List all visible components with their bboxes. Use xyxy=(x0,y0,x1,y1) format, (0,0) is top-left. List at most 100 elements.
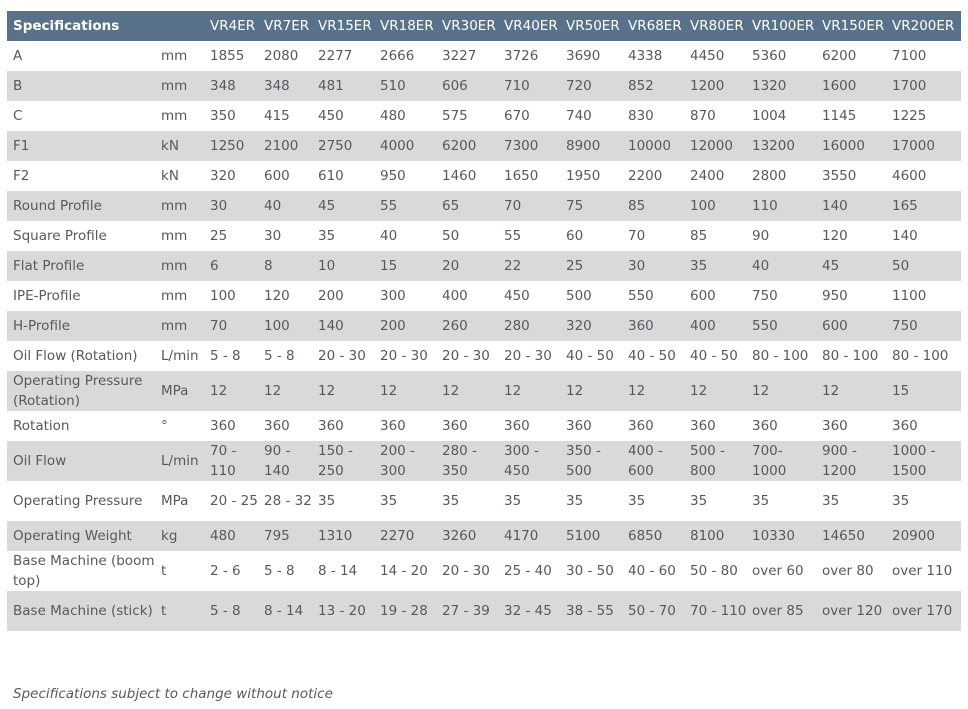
value-cell: 852 xyxy=(627,71,689,101)
value-cell: 40 xyxy=(751,251,821,281)
value-cell: 1310 xyxy=(317,521,379,551)
value-cell: 415 xyxy=(263,101,317,131)
value-cell: 8100 xyxy=(689,521,751,551)
value-cell: 28 - 32 xyxy=(263,481,317,521)
table-row: Square Profile mm 25 30 35 40 50 55 60 70 85 90 120 1… xyxy=(7,221,961,251)
value-cell: 670 xyxy=(503,101,565,131)
row-unit: mm xyxy=(155,191,209,221)
value-cell: 10000 xyxy=(627,131,689,161)
value-cell: 300 - 450 xyxy=(503,441,565,481)
value-cell: 8 - 14 xyxy=(317,551,379,591)
value-cell: 120 xyxy=(821,221,891,251)
row-unit: L/min xyxy=(155,441,209,481)
value-cell: 5 - 8 xyxy=(263,551,317,591)
value-cell: 3690 xyxy=(565,41,627,71)
value-cell: 40 xyxy=(379,221,441,251)
header-model: VR4ER xyxy=(209,11,263,41)
value-cell: 5360 xyxy=(751,41,821,71)
value-cell: 610 xyxy=(317,161,379,191)
value-cell: 25 xyxy=(209,221,263,251)
table-row: Operating Weight kg 480 795 1310 2270 3260 4170… xyxy=(7,521,961,551)
value-cell: 360 xyxy=(689,411,751,441)
value-cell: 25 - 40 xyxy=(503,551,565,591)
value-cell: 50 - 70 xyxy=(627,591,689,631)
value-cell: 2 - 6 xyxy=(209,551,263,591)
value-cell: 8 - 14 xyxy=(263,591,317,631)
value-cell: 550 xyxy=(627,281,689,311)
value-cell: 8900 xyxy=(565,131,627,161)
value-cell: 360 xyxy=(441,411,503,441)
row-unit: MPa xyxy=(155,481,209,521)
value-cell: 25 xyxy=(565,251,627,281)
value-cell: 740 xyxy=(565,101,627,131)
value-cell: 20 - 30 xyxy=(441,341,503,371)
value-cell: 1200 xyxy=(689,71,751,101)
value-cell: 600 xyxy=(689,281,751,311)
value-cell: 40 - 60 xyxy=(627,551,689,591)
value-cell: 1100 xyxy=(891,281,961,311)
value-cell: 3227 xyxy=(441,41,503,71)
header-model: VR150ER xyxy=(821,11,891,41)
value-cell: 300 xyxy=(379,281,441,311)
value-cell: 80 - 100 xyxy=(891,341,961,371)
value-cell: 45 xyxy=(317,191,379,221)
table-row: F2 kN 320 600 610 950 1460 1650 1950 2200 2400 2800… xyxy=(7,161,961,191)
value-cell: 35 xyxy=(891,481,961,521)
table-row: F1 kN 1250 2100 2750 4000 6200 7300 8900 10000 120… xyxy=(7,131,961,161)
value-cell: 150 - 250 xyxy=(317,441,379,481)
value-cell: 100 xyxy=(689,191,751,221)
value-cell: 12 xyxy=(317,371,379,411)
value-cell: 2400 xyxy=(689,161,751,191)
value-cell: 400 xyxy=(689,311,751,341)
row-label: Round Profile xyxy=(7,191,155,221)
value-cell: 450 xyxy=(317,101,379,131)
header-model: VR7ER xyxy=(263,11,317,41)
value-cell: 30 xyxy=(209,191,263,221)
table-row: Operating Pressure (Rotation) MPa 12 12 12 12… xyxy=(7,371,961,411)
table-row: Operating Pressure MPa 20 - 25 28 - 32 35 35 3… xyxy=(7,481,961,521)
value-cell: 55 xyxy=(503,221,565,251)
value-cell: 15 xyxy=(379,251,441,281)
value-cell: 400 xyxy=(441,281,503,311)
value-cell: 15 xyxy=(891,371,961,411)
value-cell: 38 - 55 xyxy=(565,591,627,631)
row-label: H-Profile xyxy=(7,311,155,341)
value-cell: 75 xyxy=(565,191,627,221)
value-cell: 20 - 30 xyxy=(317,341,379,371)
value-cell: 480 xyxy=(379,101,441,131)
value-cell: 70 xyxy=(209,311,263,341)
value-cell: 80 - 100 xyxy=(751,341,821,371)
value-cell: 1600 xyxy=(821,71,891,101)
row-label: B xyxy=(7,71,155,101)
header-model: VR100ER xyxy=(751,11,821,41)
row-label: Square Profile xyxy=(7,221,155,251)
value-cell: 360 xyxy=(627,311,689,341)
disclaimer-note: Specifications subject to change without… xyxy=(13,686,333,702)
value-cell: 30 xyxy=(627,251,689,281)
row-label: A xyxy=(7,41,155,71)
row-unit: L/min xyxy=(155,341,209,371)
value-cell: 140 xyxy=(317,311,379,341)
value-cell: 3550 xyxy=(821,161,891,191)
value-cell: 360 xyxy=(317,411,379,441)
value-cell: 22 xyxy=(503,251,565,281)
value-cell: 165 xyxy=(891,191,961,221)
row-label: IPE-Profile xyxy=(7,281,155,311)
value-cell: 200 xyxy=(317,281,379,311)
header-model: VR200ER xyxy=(891,11,961,41)
value-cell: 17000 xyxy=(891,131,961,161)
header-model: VR80ER xyxy=(689,11,751,41)
value-cell: 5100 xyxy=(565,521,627,551)
row-label: Oil Flow xyxy=(7,441,155,481)
value-cell: 2277 xyxy=(317,41,379,71)
row-label: Base Machine (stick) xyxy=(7,591,155,631)
value-cell: 720 xyxy=(565,71,627,101)
value-cell: 1000 - 1500 xyxy=(891,441,961,481)
row-label: Oil Flow (Rotation) xyxy=(7,341,155,371)
header-model: VR30ER xyxy=(441,11,503,41)
value-cell: 6200 xyxy=(821,41,891,71)
value-cell: 13200 xyxy=(751,131,821,161)
